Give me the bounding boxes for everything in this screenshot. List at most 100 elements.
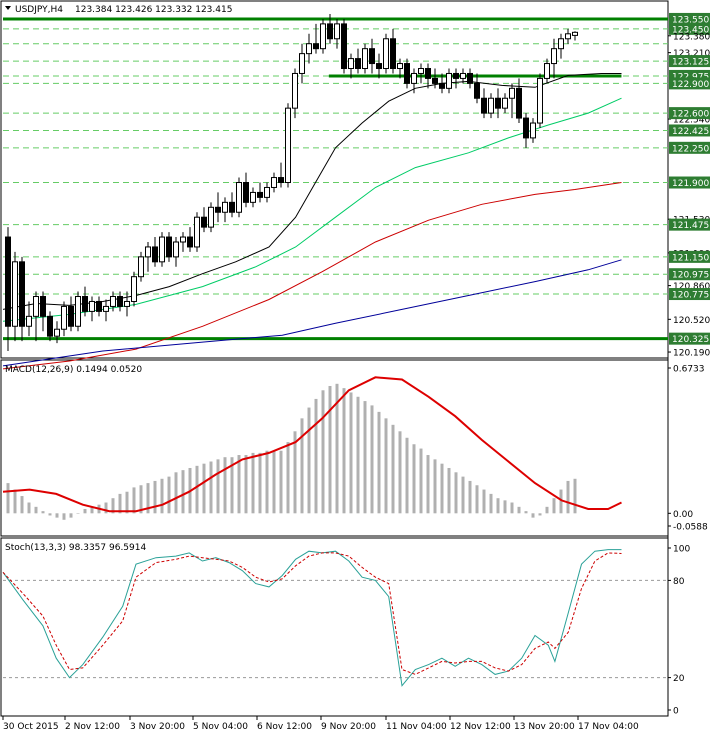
candle: [509, 83, 515, 119]
dropdown-triangle-icon[interactable]: [5, 6, 11, 10]
candle: [222, 197, 228, 223]
time-tick-label: 12 Nov 12:00: [450, 722, 511, 732]
candle: [257, 182, 263, 203]
macd-histogram-bar: [6, 483, 10, 514]
price-label-bg: [669, 332, 710, 345]
candle: [131, 271, 137, 307]
bull-candle-body: [544, 63, 550, 79]
price-label-bg: [669, 141, 710, 154]
bull-candle-body: [502, 97, 508, 109]
macd-histogram-bar: [48, 513, 52, 516]
candlesticks: [5, 13, 578, 352]
bull-candle-body: [159, 236, 165, 263]
candle: [551, 38, 557, 79]
time-tick-label: 3 Nov 20:00: [130, 722, 185, 732]
candle: [334, 18, 340, 49]
price-tick-label: 123.450: [672, 25, 709, 35]
bull-candle-body: [306, 43, 312, 55]
candle: [68, 296, 74, 332]
bear-candle-body: [68, 305, 74, 327]
candle: [362, 43, 368, 74]
price-tick-label: 123.125: [672, 58, 709, 68]
bull-candle-body: [138, 256, 144, 278]
bull-candle-body: [222, 201, 228, 213]
bear-candle-body: [439, 82, 445, 89]
bear-candle-body: [404, 63, 410, 84]
price-label-bg: [669, 22, 710, 35]
bear-candle-body: [82, 296, 88, 312]
macd-histogram-bar: [475, 485, 479, 514]
bull-candle-body: [460, 72, 466, 79]
candle: [565, 28, 571, 44]
macd-histogram-bar: [391, 424, 395, 514]
macd-histogram-bar: [314, 398, 318, 514]
macd-histogram-bar: [125, 491, 129, 514]
macd-histogram-bar: [167, 476, 171, 514]
bull-candle-body: [558, 38, 564, 50]
candle: [201, 207, 207, 233]
macd-histogram-bar: [489, 493, 493, 514]
bull-candle-body: [131, 276, 137, 302]
candle: [453, 68, 459, 89]
bear-candle-body: [425, 68, 431, 79]
macd-histogram-bar: [230, 457, 234, 514]
candle: [481, 88, 487, 119]
candle: [355, 48, 361, 74]
candle: [285, 103, 291, 188]
price-tick-label: 120.860: [673, 282, 710, 292]
macd-histogram-bar: [384, 418, 388, 514]
candle: [502, 93, 508, 114]
macd-histogram-bar: [524, 511, 528, 514]
price-tick-label: 120.190: [673, 349, 710, 359]
macd-histogram-bar: [237, 455, 241, 514]
stoch-tick-label: 0: [673, 707, 679, 717]
candle: [103, 299, 109, 322]
macd-histogram-bar: [342, 388, 346, 514]
candle: [271, 172, 277, 193]
macd-histogram-bar: [69, 513, 73, 518]
macd-histogram-bar: [174, 472, 178, 514]
candle: [523, 113, 529, 148]
candle: [327, 13, 333, 44]
candle: [348, 53, 354, 79]
macd-histogram-bar: [412, 444, 416, 514]
macd-histogram-bar: [223, 457, 227, 514]
macd-histogram-bar: [503, 500, 507, 514]
macd-histogram-bar: [216, 459, 220, 514]
bear-candle-body: [215, 206, 221, 213]
bull-candle-body: [145, 246, 151, 258]
candle: [173, 237, 179, 267]
bull-candle-body: [194, 216, 200, 248]
candle: [299, 43, 305, 84]
moving-average-line: [2, 259, 622, 367]
bull-candle-body: [446, 72, 452, 89]
bear-candle-body: [19, 261, 25, 327]
stochastic-indicator: 100 80 20 0: [2, 545, 690, 717]
macd-histogram-bar: [279, 450, 283, 514]
candle: [313, 23, 319, 54]
bear-candle-body: [5, 236, 11, 327]
macd-histogram-bar: [132, 487, 136, 514]
macd-histogram-bar: [363, 401, 367, 514]
bear-candle-body: [481, 97, 487, 114]
bear-candle-body: [376, 63, 382, 70]
macd-histogram-bar: [398, 431, 402, 514]
bull-candle-body: [397, 63, 403, 70]
bull-candle-body: [33, 296, 39, 317]
candle: [208, 202, 214, 233]
horizontal-levels: [3, 17, 668, 341]
candle: [418, 63, 424, 84]
macd-histogram-bar: [286, 442, 290, 514]
bull-candle-body: [264, 186, 270, 198]
macd-histogram-bar: [160, 478, 164, 514]
candle: [292, 68, 298, 119]
bull-candle-body: [12, 261, 18, 327]
macd-histogram-bar: [265, 450, 269, 514]
bull-candle-body: [488, 97, 494, 114]
candle: [159, 232, 165, 267]
price-label-bg: [669, 218, 710, 231]
price-tick-label: 120.325: [672, 335, 709, 345]
macd-histogram-bar: [139, 485, 143, 514]
bear-candle-body: [201, 216, 207, 228]
